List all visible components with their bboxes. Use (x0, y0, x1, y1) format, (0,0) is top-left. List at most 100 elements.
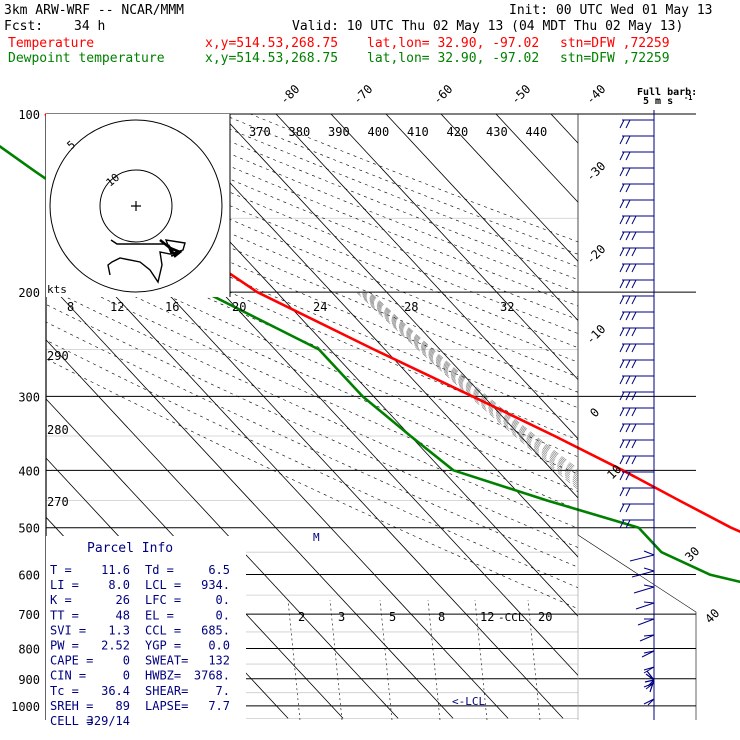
wind-barb-feather (619, 151, 625, 161)
parcel-row-value: 7.7 (208, 699, 230, 713)
pressure-tick-label: 900 (18, 673, 40, 687)
wind-barb-feather (631, 439, 637, 449)
parcel-row-value: 132 (208, 654, 230, 668)
wind-barb-feather (625, 503, 631, 513)
moist-adiabat (362, 292, 578, 480)
dry-adiabat (221, 114, 578, 255)
wind-barb-feather (625, 519, 631, 529)
parcel-row-value: 0. (216, 608, 230, 622)
parcel-row-value: 6.5 (208, 563, 230, 577)
parcel-row-value: 0.0 (208, 639, 230, 653)
hodograph-center (131, 201, 141, 211)
valid-time: Valid: 10 UTC Thu 02 May 13 (04 MDT Thu … (292, 19, 684, 34)
dry-adiabat (46, 254, 578, 492)
parcel-row-value: 329/14 (87, 714, 130, 728)
wind-barb (637, 618, 655, 626)
parcel-row-value: 2.52 (101, 639, 130, 653)
wind-barb-feather (619, 215, 625, 225)
isotherm-label: -10 (583, 322, 608, 347)
temperature-legend-station: stn=DFW ,72259 (560, 36, 670, 51)
mixing-ratio-label: 5 (389, 610, 396, 624)
theta-label: 270 (47, 495, 69, 509)
theta-e-label: 390 (328, 125, 350, 139)
dewpoint-legend-xy: x,y=514.53,268.75 (205, 51, 339, 66)
wind-barb-feather (631, 327, 637, 337)
dewpoint-legend-station: stn=DFW ,72259 (560, 51, 670, 66)
wind-barb-feather (631, 455, 637, 465)
dewpoint-profile (0, 144, 740, 584)
wind-barb-feather (631, 247, 637, 257)
wind-barb-feather (631, 391, 637, 401)
wind-barb (641, 650, 655, 658)
parcel-row-value: 685. (201, 623, 230, 637)
wind-barb-feather (625, 439, 631, 449)
parcel-row-label: T = (50, 563, 72, 577)
wind-barb-feather (625, 151, 631, 161)
barb-legend-unit: 5 m s (643, 96, 673, 107)
parcel-row-label: PW = (50, 639, 79, 653)
mixing-ratio-line (329, 599, 343, 720)
pressure-tick-label: 300 (18, 390, 40, 404)
isotherm-label: -60 (430, 82, 455, 107)
parcel-row-label: Tc = (50, 684, 79, 698)
wind-barb-feather (631, 375, 637, 385)
wind-barb-feather (619, 311, 625, 321)
pressure-tick-label: 600 (18, 569, 40, 583)
barb-legend-title: Full barb: (637, 87, 697, 98)
theta-label: 280 (47, 423, 69, 437)
parcel-row-label: TT = (50, 608, 79, 622)
profile-layer (0, 112, 740, 584)
wind-barb-feather (625, 295, 631, 305)
mixing-ratio-line (287, 599, 301, 720)
hodograph-speed-tick: 20 (232, 300, 246, 314)
isotherm (661, 114, 740, 718)
moist-adiabat (358, 292, 578, 486)
isotherm-label: -80 (277, 82, 302, 107)
forecast-label: Fcst: (4, 19, 44, 34)
moist-adiabat (361, 292, 578, 482)
wind-barb (629, 550, 655, 562)
parcel-row-label: CAPE = (50, 654, 93, 668)
theta-e-label: 410 (407, 125, 429, 139)
wind-barb-feather (625, 247, 631, 257)
hodograph-ring (49, 119, 223, 293)
isotherm (550, 114, 578, 144)
wind-barb-feather (619, 327, 625, 337)
wind-barb (635, 601, 655, 610)
temperature-legend-latlon: lat,lon= 32.90, -97.02 (367, 36, 540, 51)
dry-adiabat (193, 114, 578, 268)
mixing-ratio-label: 32 (500, 300, 514, 314)
hodograph-storm-motion (159, 238, 183, 258)
parcel-info-panel: Parcel Info T = 11.6 Td = 6.5 LI = 8.0 LCL = 93… (46, 536, 246, 728)
wind-barb-feather (619, 439, 625, 449)
dewpoint-legend-latlon: lat,lon= 32.90, -97.02 (367, 51, 540, 66)
wind-barb-feather (625, 423, 631, 433)
isotherm-label: -40 (583, 82, 608, 107)
wind-barb-feather (619, 519, 625, 529)
hodograph-speed-tick: 8 (67, 300, 74, 314)
parcel-row-label: YGP = (145, 639, 181, 653)
moist-adiabat (368, 292, 578, 471)
m-annotation: M (313, 531, 320, 544)
parcel-row-label: SWEAT= (145, 654, 188, 668)
parcel-row-label: SVI = (50, 623, 86, 637)
wind-barb-feather (619, 183, 625, 193)
wind-barb-feather (631, 311, 637, 321)
temperature-profile (44, 112, 740, 533)
pressure-tick-label: 500 (18, 522, 40, 536)
wind-barb-feather (619, 391, 625, 401)
wind-barb-feather (625, 407, 631, 417)
temperature-legend-xy: x,y=514.53,268.75 (205, 36, 339, 51)
dry-adiabat (46, 164, 578, 393)
parcel-row-label: CCL = (145, 623, 181, 637)
wind-barbs (619, 110, 655, 720)
parcel-row-value: 1.3 (108, 623, 130, 637)
isotherm-label: 0 (587, 405, 602, 420)
parcel-row-label: SHEAR= (145, 684, 188, 698)
isotherm-label: 10 (604, 462, 624, 482)
wind-barb-feather (631, 279, 637, 289)
mixing-ratio-label: 3 (338, 610, 345, 624)
isotherm (165, 114, 578, 558)
dewpoint-legend-label: Dewpoint temperature (8, 51, 165, 66)
pressure-tick-label: 200 (18, 286, 40, 300)
